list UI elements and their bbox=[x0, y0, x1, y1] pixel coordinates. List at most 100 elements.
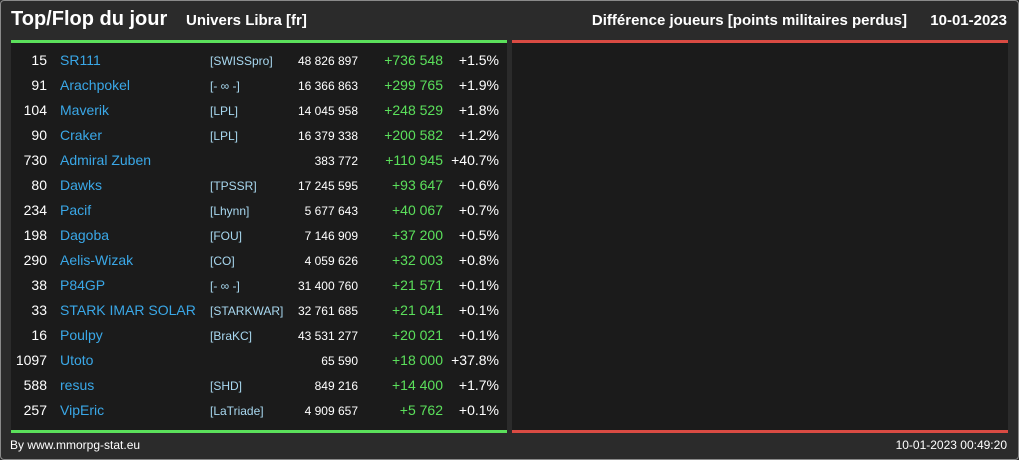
flop-panel bbox=[512, 40, 1008, 433]
player-rank: 198 bbox=[23, 227, 47, 243]
points-delta: +32 003 bbox=[392, 252, 443, 268]
points-percent: +0.5% bbox=[458, 227, 499, 243]
player-name[interactable]: Poulpy bbox=[60, 327, 103, 343]
player-guild[interactable]: [- ∞ -] bbox=[210, 79, 240, 93]
table-row: 16 Poulpy [BraKC] 43 531 277 +20 021 +0.1% bbox=[11, 323, 507, 348]
ranking-title: Différence joueurs [points militaires pe… bbox=[591, 12, 907, 29]
player-name[interactable]: Craker bbox=[60, 127, 103, 143]
player-name[interactable]: Dagoba bbox=[60, 227, 110, 243]
table-row: 198 Dagoba [FOU] 7 146 909 +37 200 +0.5% bbox=[11, 223, 507, 248]
player-guild[interactable]: [CO] bbox=[210, 254, 235, 268]
player-points: 16 379 338 bbox=[297, 129, 358, 143]
table-row: 80 Dawks [TPSSR] 17 245 595 +93 647 +0.6% bbox=[11, 173, 507, 198]
player-guild[interactable]: [Lhynn] bbox=[210, 204, 250, 218]
player-points: 65 590 bbox=[321, 354, 358, 368]
player-rank: 290 bbox=[23, 252, 47, 268]
footer-credit[interactable]: By www.mmorpg-stat.eu bbox=[10, 438, 141, 452]
player-guild[interactable]: [TPSSR] bbox=[210, 179, 257, 193]
player-points: 7 146 909 bbox=[304, 229, 358, 243]
points-percent: +1.8% bbox=[458, 102, 499, 118]
player-points: 849 216 bbox=[314, 379, 358, 393]
player-points: 17 245 595 bbox=[297, 179, 358, 193]
flop-panel-bar bbox=[512, 40, 1008, 43]
table-row: 104 Maverik [LPL] 14 045 958 +248 529 +1.8% bbox=[11, 98, 507, 123]
table-row: 588 resus [SHD] 849 216 +14 400 +1.7% bbox=[11, 373, 507, 398]
points-delta: +736 548 bbox=[384, 52, 443, 68]
player-name[interactable]: VipEric bbox=[60, 402, 105, 418]
player-list: 15 SR111 [SWISSpro] 48 826 897 +736 548 +1.5%… bbox=[11, 48, 507, 423]
points-percent: +37.8% bbox=[451, 352, 499, 368]
points-percent: +0.6% bbox=[458, 177, 499, 193]
player-points: 4 059 626 bbox=[304, 254, 358, 268]
player-name[interactable]: Maverik bbox=[60, 102, 110, 118]
player-name[interactable]: Admiral Zuben bbox=[60, 152, 152, 168]
table-row: 38 P84GP [- ∞ -] 31 400 760 +21 571 +0.1% bbox=[11, 273, 507, 298]
points-percent: +0.7% bbox=[458, 202, 499, 218]
points-percent: +1.5% bbox=[458, 52, 499, 68]
table-row: 91 Arachpokel [- ∞ -] 16 366 863 +299 765 +1.… bbox=[11, 73, 507, 98]
player-name[interactable]: resus bbox=[60, 377, 95, 393]
points-percent: +0.8% bbox=[458, 252, 499, 268]
player-guild[interactable]: [STARKWAR] bbox=[210, 304, 284, 318]
player-points: 14 045 958 bbox=[297, 104, 358, 118]
universe-label: Univers Libra [fr] bbox=[186, 12, 307, 29]
player-name[interactable]: Aelis-Wizak bbox=[60, 252, 134, 268]
player-rank: 33 bbox=[31, 302, 47, 318]
points-delta: +40 067 bbox=[392, 202, 443, 218]
player-guild[interactable]: [- ∞ -] bbox=[210, 279, 240, 293]
player-guild[interactable]: [LPL] bbox=[210, 129, 239, 143]
points-delta: +20 021 bbox=[392, 327, 443, 343]
player-guild[interactable]: [SHD] bbox=[210, 379, 243, 393]
points-delta: +248 529 bbox=[384, 102, 443, 118]
player-guild[interactable]: [LPL] bbox=[210, 104, 239, 118]
player-name[interactable]: Dawks bbox=[60, 177, 103, 193]
points-delta: +5 762 bbox=[399, 402, 443, 418]
player-guild[interactable]: [LaTriade] bbox=[210, 404, 264, 418]
points-delta: +21 041 bbox=[392, 302, 443, 318]
points-delta: +200 582 bbox=[384, 127, 443, 143]
player-points: 5 677 643 bbox=[304, 204, 358, 218]
points-percent: +0.1% bbox=[458, 402, 499, 418]
page-title: Top/Flop du jour bbox=[11, 8, 168, 30]
points-percent: +40.7% bbox=[451, 152, 499, 168]
footer-timestamp: 10-01-2023 00:49:20 bbox=[895, 438, 1007, 452]
player-points: 383 772 bbox=[314, 154, 358, 168]
player-points: 43 531 277 bbox=[297, 329, 358, 343]
player-name[interactable]: P84GP bbox=[60, 277, 106, 293]
header-date: 10-01-2023 bbox=[930, 12, 1007, 29]
player-rank: 38 bbox=[31, 277, 47, 293]
points-delta: +21 571 bbox=[392, 277, 443, 293]
table-row: 234 Pacif [Lhynn] 5 677 643 +40 067 +0.7% bbox=[11, 198, 507, 223]
player-rank: 80 bbox=[31, 177, 47, 193]
player-rank: 90 bbox=[31, 127, 47, 143]
table-row: 90 Craker [LPL] 16 379 338 +200 582 +1.2% bbox=[11, 123, 507, 148]
player-guild[interactable]: [BraKC] bbox=[210, 329, 253, 343]
table-row: 33 STARK IMAR SOLAR [STARKWAR] 32 761 685 +2… bbox=[11, 298, 507, 323]
top-panel-bar bbox=[11, 40, 507, 43]
points-delta: +18 000 bbox=[392, 352, 443, 368]
points-delta: +299 765 bbox=[384, 77, 443, 93]
player-rank: 1097 bbox=[15, 352, 47, 368]
player-guild[interactable]: [SWISSpro] bbox=[210, 54, 273, 68]
player-points: 4 909 657 bbox=[304, 404, 358, 418]
points-delta: +110 945 bbox=[385, 152, 443, 168]
player-rank: 91 bbox=[31, 77, 47, 93]
player-name[interactable]: STARK IMAR SOLAR bbox=[60, 302, 196, 318]
player-points: 48 826 897 bbox=[297, 54, 358, 68]
player-guild[interactable]: [FOU] bbox=[210, 229, 242, 243]
player-name[interactable]: Pacif bbox=[60, 202, 92, 218]
flop-panel-bar-bottom bbox=[512, 430, 1008, 433]
top-panel-bar-bottom bbox=[11, 430, 507, 433]
points-percent: +1.2% bbox=[458, 127, 499, 143]
player-name[interactable]: SR111 bbox=[60, 52, 101, 68]
points-percent: +0.1% bbox=[458, 302, 499, 318]
player-name[interactable]: Utoto bbox=[60, 352, 94, 368]
player-rank: 234 bbox=[23, 202, 47, 218]
player-rank: 730 bbox=[23, 152, 47, 168]
player-points: 16 366 863 bbox=[297, 79, 358, 93]
top-panel: 15 SR111 [SWISSpro] 48 826 897 +736 548 +1.5%… bbox=[11, 40, 507, 433]
table-row: 290 Aelis-Wizak [CO] 4 059 626 +32 003 +0.8% bbox=[11, 248, 507, 273]
player-rank: 257 bbox=[23, 402, 47, 418]
points-percent: +1.7% bbox=[458, 377, 499, 393]
player-name[interactable]: Arachpokel bbox=[60, 77, 131, 93]
